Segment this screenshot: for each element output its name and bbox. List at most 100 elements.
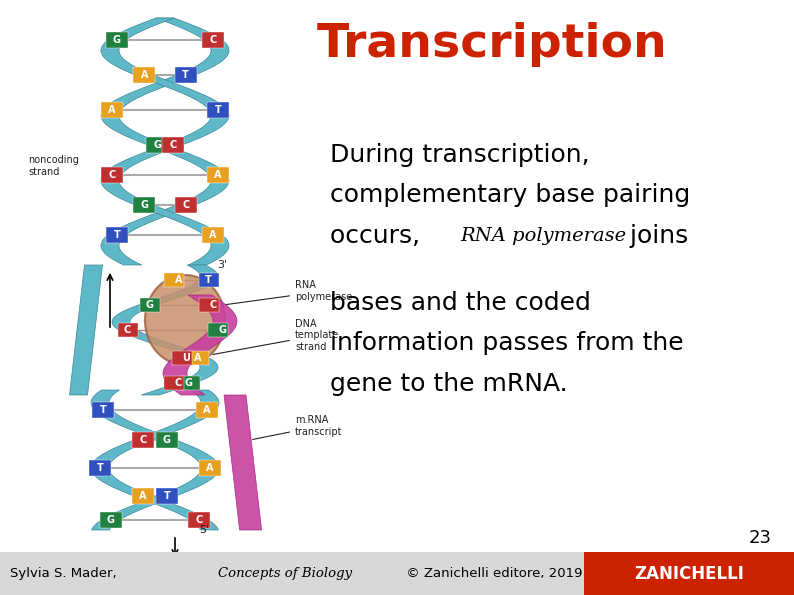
Bar (207, 102, 229, 118)
Bar (164, 273, 184, 287)
Text: Transcription: Transcription (317, 22, 668, 67)
Text: A: A (140, 491, 147, 501)
Text: G: G (145, 300, 153, 310)
Bar (199, 460, 221, 476)
Text: © Zanichelli editore, 2019: © Zanichelli editore, 2019 (402, 567, 583, 580)
Text: C: C (123, 325, 130, 335)
Text: G: G (141, 200, 148, 210)
Text: 3': 3' (218, 260, 228, 270)
Bar (133, 197, 156, 213)
Bar (101, 102, 123, 118)
Bar (202, 32, 224, 48)
Text: G: G (163, 435, 171, 445)
Text: A: A (214, 170, 222, 180)
Text: T: T (183, 70, 189, 80)
Text: T: T (164, 491, 170, 501)
Polygon shape (70, 265, 102, 395)
Bar (196, 402, 218, 418)
Bar (99, 512, 121, 528)
Text: G: G (218, 325, 226, 335)
Text: complementary base pairing: complementary base pairing (330, 183, 690, 207)
Text: to mRNA processing: to mRNA processing (135, 566, 226, 575)
Text: noncoding
strand: noncoding strand (28, 155, 79, 177)
Text: A: A (141, 70, 148, 80)
Text: C: C (196, 515, 203, 525)
Text: C: C (210, 35, 217, 45)
Bar (189, 351, 209, 365)
Bar (179, 376, 200, 390)
Text: 23: 23 (749, 530, 772, 547)
Bar (175, 67, 197, 83)
Text: RNA
polymerase: RNA polymerase (225, 280, 353, 305)
Bar (175, 197, 197, 213)
Text: C: C (209, 300, 216, 310)
Text: T: T (214, 105, 222, 115)
Bar (162, 137, 184, 153)
Polygon shape (91, 390, 219, 530)
Text: A: A (210, 230, 217, 240)
Bar (89, 460, 111, 476)
Bar (202, 227, 224, 243)
Bar (207, 167, 229, 183)
Text: C: C (182, 200, 189, 210)
Bar (118, 323, 137, 337)
Bar (172, 351, 192, 365)
Bar (132, 488, 154, 504)
Polygon shape (224, 395, 261, 530)
Text: U: U (183, 353, 191, 363)
Text: gene to the mRNA.: gene to the mRNA. (330, 372, 567, 396)
Text: T: T (100, 405, 106, 415)
Text: C: C (175, 378, 182, 388)
Text: information passes from the: information passes from the (330, 331, 683, 355)
Bar (208, 323, 228, 337)
Bar (101, 167, 123, 183)
Bar (198, 298, 218, 312)
Polygon shape (91, 390, 219, 530)
Text: joins: joins (622, 224, 688, 248)
Text: T: T (114, 230, 121, 240)
Bar (156, 488, 178, 504)
Bar (132, 432, 154, 448)
Text: ZANICHELLI: ZANICHELLI (634, 565, 744, 583)
Text: 5': 5' (199, 525, 210, 535)
Ellipse shape (145, 275, 225, 365)
Text: A: A (203, 405, 210, 415)
Text: C: C (108, 170, 116, 180)
Bar (92, 402, 114, 418)
Text: occurs,: occurs, (330, 224, 436, 248)
Text: Sylvia S. Mader,: Sylvia S. Mader, (10, 567, 121, 580)
Text: A: A (108, 105, 116, 115)
Polygon shape (163, 295, 237, 395)
Text: C: C (169, 140, 176, 150)
Text: m.RNA
transcript: m.RNA transcript (252, 415, 342, 440)
Text: A: A (175, 275, 182, 285)
Bar (199, 273, 219, 287)
Bar (106, 32, 128, 48)
Text: bases and the coded: bases and the coded (330, 291, 591, 315)
Bar (106, 227, 128, 243)
Text: During transcription,: During transcription, (330, 143, 589, 167)
Bar (141, 298, 160, 312)
Text: G: G (113, 35, 121, 45)
Text: T: T (97, 463, 103, 473)
Text: T: T (205, 275, 211, 285)
Text: A: A (195, 353, 202, 363)
Text: RNA polymerase: RNA polymerase (461, 227, 627, 245)
Bar (133, 67, 156, 83)
Text: DNA
template
strand: DNA template strand (213, 319, 339, 355)
Bar (164, 376, 184, 390)
Bar (0, 552, 794, 595)
Text: C: C (140, 435, 147, 445)
Bar (584, 552, 794, 595)
Text: Concepts of Biology: Concepts of Biology (218, 567, 352, 580)
Text: G: G (153, 140, 161, 150)
Text: G: G (106, 515, 114, 525)
Polygon shape (101, 18, 229, 265)
Text: A: A (206, 463, 214, 473)
Bar (146, 137, 168, 153)
Polygon shape (101, 18, 229, 265)
Bar (156, 432, 178, 448)
Bar (188, 512, 210, 528)
Text: G: G (185, 378, 193, 388)
Polygon shape (112, 265, 218, 395)
